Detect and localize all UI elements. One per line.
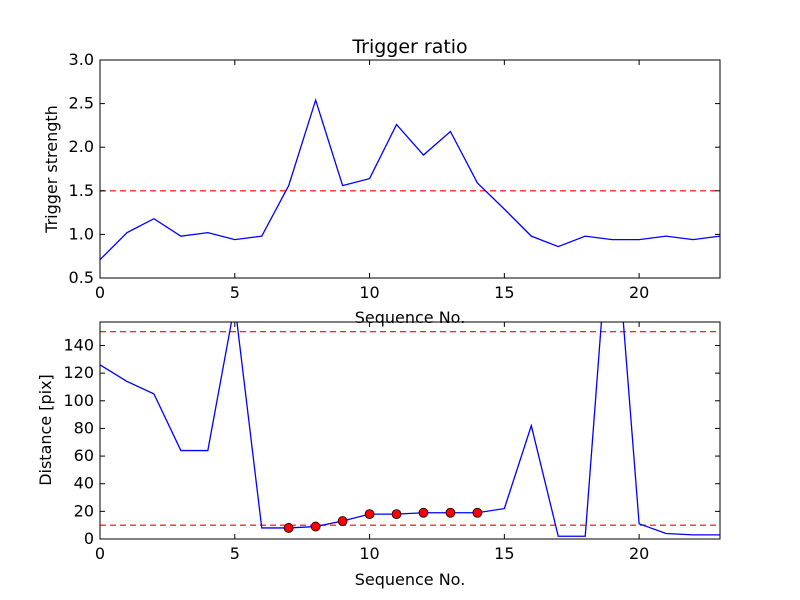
- bottom-x-tick-label: 0: [95, 544, 105, 563]
- bottom-series-line: [100, 322, 720, 537]
- top-chart: Trigger ratio 0 5 10 15 20 0.5 1.0 1.5 2.0 2.5 3.…: [42, 36, 721, 327]
- bottom-y-tick-label: 60: [74, 446, 94, 465]
- bottom-y-tick-label: 140: [63, 335, 94, 354]
- top-y-tick-label: 2.5: [69, 94, 94, 113]
- marker-point: [472, 507, 483, 518]
- bottom-x-tick-label: 5: [230, 544, 240, 563]
- top-plot-frame: [99, 59, 721, 279]
- top-x-tick-label: 15: [494, 283, 514, 302]
- top-x-ticks: 0 5 10 15 20: [95, 60, 649, 302]
- top-x-tick-label: 20: [629, 283, 649, 302]
- top-y-tick-label: 3.0: [69, 50, 94, 69]
- bottom-markers: [283, 507, 483, 533]
- marker-point: [364, 509, 375, 520]
- bottom-y-tick-label: 100: [63, 391, 94, 410]
- bottom-x-axis-label: Sequence No.: [355, 570, 466, 589]
- bottom-series-group: [100, 322, 720, 537]
- top-chart-title: Trigger ratio: [351, 36, 467, 58]
- bottom-x-ticks: 0 5 10 15 20: [95, 322, 649, 563]
- top-x-tick-label: 0: [95, 283, 105, 302]
- top-y-tick-label: 1.5: [69, 181, 94, 200]
- marker-point: [337, 516, 348, 526]
- bottom-y-axis-label: Distance [pix]: [36, 374, 55, 486]
- top-series-group: [100, 97, 720, 261]
- top-y-tick-label: 0.5: [69, 268, 94, 287]
- bottom-threshold-lines: [100, 331, 720, 526]
- bottom-x-tick-label: 10: [359, 544, 379, 563]
- top-series-line: [100, 97, 720, 261]
- bottom-y-tick-label: 80: [74, 418, 94, 437]
- top-y-tick-label: 1.0: [69, 224, 94, 243]
- bottom-plot-frame: [99, 321, 721, 540]
- marker-point: [283, 523, 294, 533]
- top-y-axis-label: Trigger strength: [42, 105, 61, 234]
- bottom-x-tick-label: 15: [494, 544, 514, 563]
- top-x-tick-label: 5: [230, 283, 240, 302]
- marker-point: [418, 507, 429, 518]
- top-y-tick-label: 2.0: [69, 137, 94, 156]
- bottom-y-tick-label: 0: [84, 529, 94, 548]
- bottom-x-tick-label: 20: [629, 544, 649, 563]
- bottom-y-tick-label: 40: [74, 474, 94, 493]
- marker-point: [391, 509, 402, 520]
- marker-point: [310, 521, 321, 532]
- bottom-y-tick-label: 120: [63, 363, 94, 382]
- top-y-ticks: 0.5 1.0 1.5 2.0 2.5 3.0: [69, 50, 720, 287]
- top-x-axis-label: Sequence No.: [355, 308, 466, 327]
- bottom-y-tick-label: 20: [74, 501, 94, 520]
- bottom-y-ticks: 0 20 40 60 80 100 120 140: [63, 335, 720, 548]
- top-x-tick-label: 10: [359, 283, 379, 302]
- marker-point: [445, 507, 456, 518]
- bottom-chart: 0 5 10 15 20 0 20 40 60 80 100 120 140 Sequence No.…: [36, 321, 721, 589]
